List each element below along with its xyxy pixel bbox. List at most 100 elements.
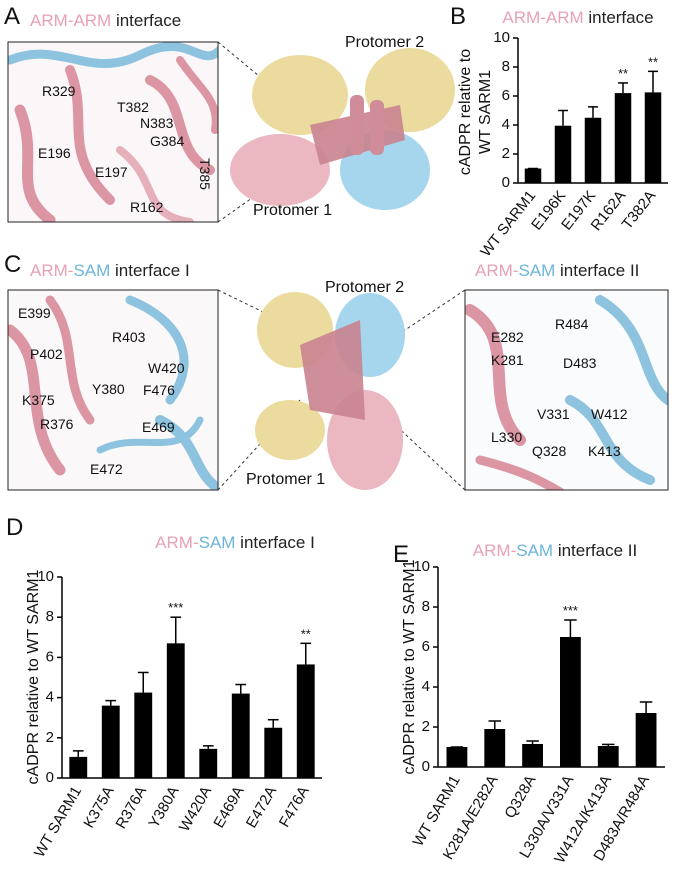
y-tick-label: 2 bbox=[502, 145, 510, 162]
residue-label: Q328 bbox=[532, 443, 566, 459]
error-bar bbox=[488, 720, 501, 729]
residue-label: E196 bbox=[38, 145, 71, 161]
residue-label: E282 bbox=[491, 329, 524, 345]
y-tick-label: 6 bbox=[422, 638, 430, 655]
residue-label: R162 bbox=[130, 199, 164, 215]
residue-label: L330 bbox=[491, 429, 522, 445]
residue-label: W412 bbox=[591, 406, 628, 422]
panel-letter: A bbox=[4, 3, 20, 30]
error-bar bbox=[300, 642, 312, 665]
panel-letter: E bbox=[393, 541, 409, 568]
title-part: - bbox=[513, 261, 519, 280]
x-tick-label: E469A bbox=[210, 783, 247, 831]
error-bar bbox=[105, 699, 117, 706]
residue-label: D483 bbox=[563, 355, 597, 371]
residue-label: K375 bbox=[22, 392, 55, 408]
y-tick-label: 4 bbox=[422, 678, 430, 695]
error-bar bbox=[588, 106, 598, 118]
residue-label: E399 bbox=[18, 305, 51, 321]
bar bbox=[635, 713, 657, 767]
structure-art bbox=[217, 41, 455, 223]
inset-art bbox=[8, 290, 218, 490]
structure-art bbox=[217, 289, 466, 491]
y-axis-label: cADPR relative to WT SARM1 bbox=[25, 569, 42, 784]
x-tick-label: T382A bbox=[619, 187, 660, 232]
residue-label: W420 bbox=[148, 360, 185, 376]
residue-label: V331 bbox=[537, 406, 570, 422]
protomer-label: Protomer 2 bbox=[325, 279, 404, 296]
protomer-label: Protomer 1 bbox=[246, 471, 325, 488]
y-tick-label: 6 bbox=[46, 648, 54, 665]
inset-art bbox=[8, 42, 218, 222]
title-part: - bbox=[68, 261, 74, 280]
significance: *** bbox=[563, 603, 578, 618]
panel-letter: B bbox=[450, 3, 466, 30]
y-tick-label: 6 bbox=[502, 87, 510, 104]
bar bbox=[522, 744, 543, 767]
title-part: interface I bbox=[110, 261, 189, 280]
significance: ** bbox=[648, 54, 658, 69]
bar bbox=[199, 748, 218, 778]
inset-frame bbox=[464, 289, 669, 491]
title-part: interface II bbox=[555, 261, 639, 280]
x-tick-label: F476A bbox=[276, 783, 313, 830]
significance: ** bbox=[618, 66, 628, 81]
y-tick-label: 0 bbox=[422, 758, 430, 775]
title-part: interface bbox=[584, 8, 654, 27]
error-bar bbox=[202, 745, 214, 749]
error-bar bbox=[558, 109, 568, 126]
x-tick-label: W420A bbox=[176, 783, 215, 834]
title-part: interface II bbox=[553, 541, 637, 560]
y-tick-label: 10 bbox=[493, 29, 510, 46]
bar bbox=[554, 125, 572, 183]
y-tick-label: 8 bbox=[46, 608, 54, 625]
title-part: interface bbox=[111, 11, 181, 30]
title-part: - bbox=[511, 541, 517, 560]
bar bbox=[560, 637, 581, 767]
title-part: ARM bbox=[30, 261, 68, 280]
y-tick-label: 0 bbox=[502, 174, 510, 191]
error-bar bbox=[602, 743, 615, 746]
title-part: SAM bbox=[518, 261, 555, 280]
residue-label: K281 bbox=[491, 352, 524, 368]
panel-title: ARM-SAM interface II bbox=[475, 261, 639, 280]
protomer-label: Protomer 1 bbox=[253, 202, 332, 219]
bar bbox=[296, 664, 315, 778]
error-bar bbox=[564, 619, 577, 637]
y-tick-label: 0 bbox=[46, 769, 54, 786]
title-part: ARM-ARM bbox=[30, 11, 111, 30]
title-part: SAM bbox=[73, 261, 110, 280]
y-tick-label: 10 bbox=[37, 568, 54, 585]
residue-label: E469 bbox=[142, 419, 175, 435]
panel-title: ARM-SAM interface I bbox=[155, 533, 315, 552]
bar bbox=[484, 729, 506, 767]
residue-label: E197 bbox=[95, 164, 128, 180]
residue-label: T385 bbox=[197, 158, 213, 190]
bar bbox=[524, 168, 542, 183]
panel-title: ARM-ARM interface bbox=[30, 11, 181, 30]
title-part: SAM bbox=[199, 533, 236, 552]
bar bbox=[101, 705, 120, 778]
error-bar bbox=[170, 616, 182, 644]
residue-label: T382 bbox=[117, 99, 149, 115]
bar bbox=[644, 92, 662, 183]
x-tick-label: WT SARM1 bbox=[31, 783, 85, 860]
y-axis-label: WT SARM1 bbox=[477, 70, 494, 154]
error-bar bbox=[235, 683, 247, 694]
residue-label: E472 bbox=[90, 461, 123, 477]
residue-label: F476 bbox=[143, 382, 175, 398]
bar bbox=[134, 692, 153, 778]
error-bar bbox=[639, 701, 653, 713]
inset-art bbox=[465, 290, 668, 490]
bar bbox=[264, 727, 283, 778]
y-axis-label: cADPR relative to WT SARM1 bbox=[401, 559, 418, 774]
error-bar bbox=[137, 671, 149, 693]
y-tick-label: 2 bbox=[46, 729, 54, 746]
residue-label: R376 bbox=[40, 416, 74, 432]
inset-frame bbox=[7, 289, 219, 491]
title-part: SAM bbox=[516, 541, 553, 560]
significance: *** bbox=[168, 600, 183, 615]
panel-letter: D bbox=[6, 514, 23, 541]
